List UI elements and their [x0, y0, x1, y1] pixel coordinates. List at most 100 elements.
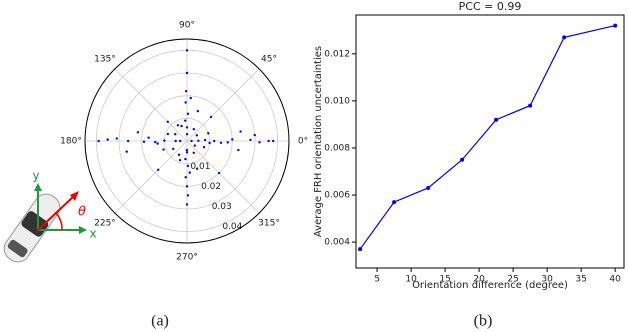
marker — [562, 35, 567, 40]
scatter-point — [237, 148, 240, 152]
scatter-point — [195, 167, 199, 170]
scatter-point — [172, 147, 175, 151]
x-tick-label: 10 — [405, 275, 417, 285]
icon-theta-label: θ — [78, 205, 86, 220]
scatter-point — [185, 49, 189, 52]
marker — [358, 247, 363, 252]
scatter-point — [166, 120, 169, 123]
icon-y-label: y — [32, 169, 39, 183]
marker — [460, 157, 465, 162]
scatter-point — [195, 134, 199, 137]
scatter-point — [176, 124, 180, 127]
scatter-point — [184, 176, 187, 179]
scatter-point — [186, 194, 190, 197]
angle-tick-label: 270° — [176, 253, 198, 263]
scatter-point — [219, 141, 223, 144]
x-tick-label: 15 — [439, 275, 450, 285]
scatter-point — [186, 164, 190, 168]
scatter-point — [186, 112, 190, 116]
scatter-point — [231, 138, 234, 141]
icon-x-label: x — [89, 227, 96, 241]
scatter-point — [193, 144, 197, 147]
y-tick-label: 0.008 — [324, 143, 350, 153]
scatter-point — [156, 168, 160, 172]
radial-tick-label: 0.01 — [190, 162, 210, 172]
x-axis-label: Orientation difference (degree) — [412, 280, 568, 291]
radial-tick-label: 0.02 — [201, 182, 221, 192]
x-tick-label: 40 — [609, 275, 621, 285]
scatter-point — [184, 89, 188, 93]
scatter-point — [115, 137, 118, 140]
scatter-point — [185, 148, 189, 152]
scatter-point — [185, 185, 189, 188]
scatter-point — [192, 151, 195, 154]
angle-grid-line — [186, 68, 260, 142]
scatter-point — [185, 203, 189, 206]
scatter-point — [177, 153, 181, 156]
y-tick-label: 0.006 — [324, 191, 350, 201]
scatter-point — [174, 133, 177, 136]
scatter-point — [196, 109, 200, 113]
scatter-point — [179, 139, 182, 143]
y-tick-label: 0.004 — [324, 238, 350, 248]
scatter-point — [192, 128, 195, 131]
angle-tick-label: 0° — [298, 137, 308, 147]
angle-grid-line — [114, 68, 188, 142]
scatter-point — [156, 142, 159, 145]
scatter-point — [188, 171, 191, 174]
scatter-point — [253, 133, 256, 137]
scatter-point — [185, 126, 189, 129]
chart-title: PCC = 0.99 — [459, 0, 522, 13]
caption: (b) — [474, 313, 493, 330]
scatter-point — [213, 139, 216, 143]
caption: (a) — [151, 313, 169, 330]
scatter-point — [174, 139, 177, 143]
scatter-point — [154, 140, 157, 144]
scatter-point — [190, 139, 193, 143]
angle-grid-line — [186, 140, 260, 214]
scatter-point — [147, 136, 150, 139]
scatter-point — [185, 71, 189, 75]
marker — [392, 200, 397, 205]
x-tick-label: 5 — [374, 275, 380, 285]
scatter-point — [207, 132, 210, 135]
angle-tick-label: 180° — [60, 137, 82, 147]
scatter-point — [178, 158, 182, 162]
scatter-point — [184, 101, 187, 104]
scatter-point — [217, 171, 221, 175]
scatter-point — [249, 138, 252, 142]
scatter-point — [226, 141, 229, 144]
scatter-point — [125, 150, 128, 153]
plot-frame — [355, 14, 625, 269]
scatter-point — [136, 131, 140, 134]
y-tick-label: 0.012 — [324, 49, 350, 59]
angle-tick-label: 45° — [261, 54, 277, 64]
scatter-point — [209, 115, 213, 119]
scatter-point — [184, 119, 187, 122]
radial-tick-label: 0.04 — [222, 222, 242, 232]
scatter-point — [202, 146, 206, 149]
angle-tick-label: 315° — [258, 219, 280, 229]
y-tick-label: 0.010 — [324, 96, 350, 106]
car-icon — [3, 183, 87, 263]
angle-grid-line — [114, 140, 188, 214]
scatter-point — [97, 139, 100, 143]
x-tick-label: 25 — [507, 275, 518, 285]
marker — [426, 185, 431, 190]
scatter-point — [166, 132, 170, 136]
radial-tick-label: 0.03 — [212, 202, 232, 212]
scatter-point — [197, 139, 200, 143]
x-tick-label: 20 — [473, 275, 485, 285]
scatter-point — [189, 96, 192, 100]
angle-tick-label: 135° — [94, 54, 116, 64]
scatter-point — [239, 130, 242, 133]
x-tick-label: 35 — [575, 275, 586, 285]
scatter-point — [163, 139, 166, 142]
scatter-point — [126, 139, 130, 143]
scatter-point — [180, 124, 183, 128]
scatter-point — [142, 140, 146, 143]
marker — [528, 103, 533, 108]
scatter-point — [267, 139, 270, 143]
scatter-point — [271, 139, 275, 143]
